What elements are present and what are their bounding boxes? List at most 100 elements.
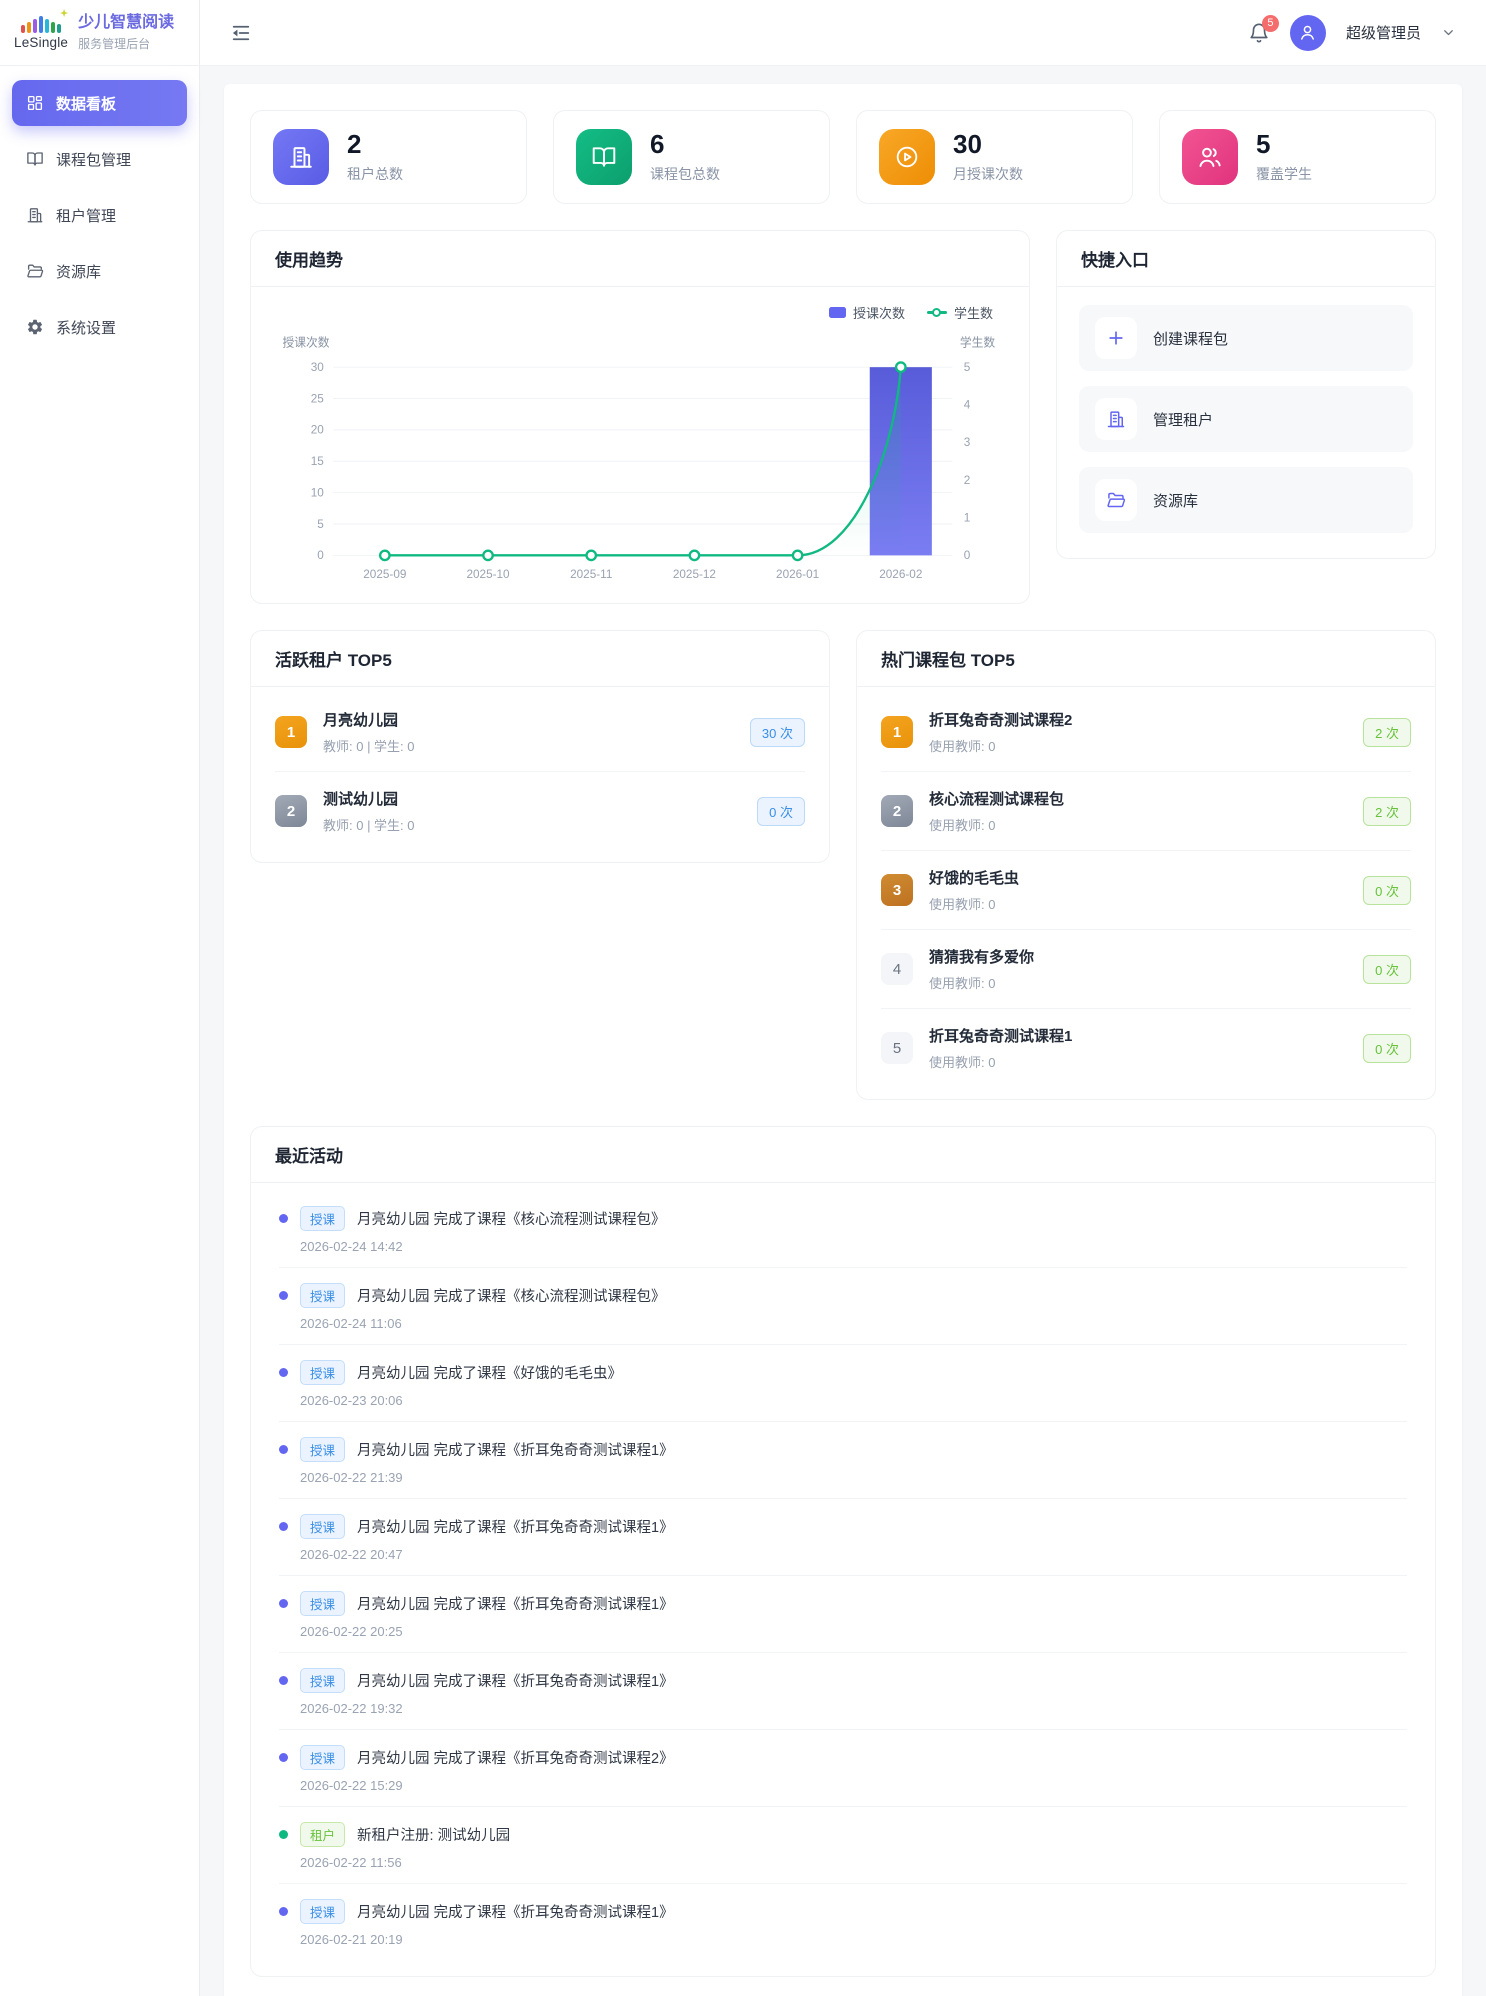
svg-text:4: 4 (964, 399, 971, 412)
activity-row: 授课 月亮幼儿园 完成了课程《好饿的毛毛虫》 2026-02-23 20:06 (279, 1345, 1407, 1422)
stat-card-course-packages: 6 课程包总数 (553, 110, 830, 204)
quick-link-label: 资源库 (1153, 492, 1199, 510)
svg-text:5: 5 (964, 361, 971, 374)
activity-text: 月亮幼儿园 完成了课程《好饿的毛毛虫》 (357, 1366, 623, 1382)
stat-label: 租户总数 (347, 165, 403, 182)
activity-time: 2026-02-24 14:42 (300, 1239, 403, 1254)
tenant-rank-row: 1 月亮幼儿园 教师: 0 | 学生: 0 30 次 (275, 693, 805, 772)
chart-legend: 授课次数 学生数 (273, 303, 1007, 322)
gear-icon (27, 319, 43, 335)
sidebar-item-tenants[interactable]: 租户管理 (12, 192, 187, 238)
sidebar-item-settings[interactable]: 系统设置 (12, 304, 187, 350)
package-rank-row: 5 折耳兔奇奇测试课程1 使用教师: 0 0 次 (881, 1009, 1411, 1087)
use-count-badge: 0 次 (1363, 954, 1411, 984)
user-name[interactable]: 超级管理员 (1345, 25, 1421, 42)
sidebar-menu: 数据看板 课程包管理 租户管理 资源库 系统设置 (0, 66, 199, 374)
activity-dot (279, 1599, 288, 1608)
activity-dot (279, 1214, 288, 1223)
folder-open-icon (1095, 479, 1137, 521)
brand-subtitle: 服务管理后台 (78, 37, 151, 51)
rank-badge: 1 (881, 716, 913, 748)
package-meta: 使用教师: 0 (929, 818, 996, 833)
activity-type-badge: 授课 (300, 1899, 346, 1924)
use-count-badge: 0 次 (1363, 1033, 1411, 1063)
activity-row: 授课 月亮幼儿园 完成了课程《折耳兔奇奇测试课程1》 2026-02-22 21… (279, 1422, 1407, 1499)
lesson-count-badge: 0 次 (757, 796, 805, 826)
svg-text:学生数: 学生数 (960, 335, 995, 349)
activity-row-tenant: 租户 新租户注册: 测试幼儿园 2026-02-22 11:56 (279, 1807, 1407, 1884)
svg-text:2025-12: 2025-12 (673, 568, 716, 581)
hot-packages-title: 热门课程包 TOP5 (857, 631, 1435, 687)
usage-trend-card: 使用趋势 授课次数 学生数 0 5 10 15 20 25 3 (250, 230, 1030, 604)
hot-packages-card: 热门课程包 TOP5 1 折耳兔奇奇测试课程2 使用教师: 0 2 次 2 (856, 630, 1436, 1100)
package-meta: 使用教师: 0 (929, 1055, 996, 1070)
quick-link-manage-tenants[interactable]: 管理租户 (1079, 386, 1413, 452)
activity-time: 2026-02-21 20:19 (300, 1932, 403, 1947)
sidebar-item-label: 系统设置 (56, 319, 117, 337)
svg-text:授课次数: 授课次数 (282, 335, 329, 349)
activity-row: 授课 月亮幼儿园 完成了课程《折耳兔奇奇测试课程1》 2026-02-22 19… (279, 1653, 1407, 1730)
brand-title: 少儿智慧阅读 (78, 14, 175, 31)
stat-label: 课程包总数 (650, 165, 720, 182)
collapse-sidebar-icon[interactable] (230, 22, 252, 44)
avatar[interactable] (1289, 14, 1326, 51)
activity-text: 月亮幼儿园 完成了课程《折耳兔奇奇测试课程1》 (357, 1905, 674, 1921)
open-book-icon (27, 152, 43, 166)
activity-type-badge: 授课 (300, 1360, 346, 1385)
activity-text: 月亮幼儿园 完成了课程《核心流程测试课程包》 (357, 1289, 666, 1305)
activity-time: 2026-02-22 20:25 (300, 1624, 403, 1639)
use-count-badge: 2 次 (1363, 796, 1411, 826)
tenant-rank-row: 2 测试幼儿园 教师: 0 | 学生: 0 0 次 (275, 772, 805, 850)
quick-link-create-package[interactable]: 创建课程包 (1079, 305, 1413, 371)
activity-row: 授课 月亮幼儿园 完成了课程《核心流程测试课程包》 2026-02-24 11:… (279, 1268, 1407, 1345)
notifications-button[interactable]: 5 (1248, 14, 1279, 44)
sidebar-item-resources[interactable]: 资源库 (12, 248, 187, 294)
svg-text:5: 5 (317, 518, 324, 531)
chevron-down-icon[interactable] (1441, 25, 1456, 40)
package-meta: 使用教师: 0 (929, 897, 996, 912)
lesson-count-badge: 30 次 (749, 717, 805, 747)
activity-text: 月亮幼儿园 完成了课程《折耳兔奇奇测试课程2》 (357, 1751, 674, 1767)
activity-row: 授课 月亮幼儿园 完成了课程《折耳兔奇奇测试课程1》 2026-02-21 20… (279, 1884, 1407, 1960)
use-count-badge: 0 次 (1363, 875, 1411, 905)
stat-card-tenants: 2 租户总数 (250, 110, 527, 204)
quick-entry-title: 快捷入口 (1057, 231, 1435, 287)
usage-trend-title: 使用趋势 (251, 231, 1029, 287)
sidebar-item-label: 租户管理 (56, 207, 117, 225)
users-icon (1182, 129, 1238, 185)
legend-item-students[interactable]: 学生数 (926, 303, 993, 322)
svg-text:3: 3 (964, 436, 971, 449)
svg-text:0: 0 (964, 549, 971, 562)
sidebar-item-course-packages[interactable]: 课程包管理 (12, 136, 187, 182)
quick-link-resources[interactable]: 资源库 (1079, 467, 1413, 533)
activity-dot (279, 1445, 288, 1454)
sparkle-icon (60, 9, 69, 17)
play-circle-icon (879, 129, 935, 185)
legend-item-lessons[interactable]: 授课次数 (828, 303, 905, 322)
folder-open-icon (27, 264, 44, 278)
svg-text:2: 2 (964, 474, 971, 487)
person-icon (1301, 25, 1315, 40)
open-book-icon (576, 129, 632, 185)
activity-row: 授课 月亮幼儿园 完成了课程《折耳兔奇奇测试课程2》 2026-02-22 15… (279, 1730, 1407, 1807)
sidebar-item-dashboard[interactable]: 数据看板 (12, 80, 187, 126)
svg-text:25: 25 (311, 392, 325, 405)
notification-badge: 5 (1261, 14, 1279, 32)
rank-badge: 5 (881, 1032, 913, 1064)
logo-bars-icon (21, 9, 69, 33)
activity-type-badge: 授课 (300, 1437, 346, 1462)
activity-type-badge: 授课 (300, 1514, 346, 1539)
tenant-name: 测试幼儿园 (323, 791, 399, 808)
activity-dot (279, 1522, 288, 1531)
active-tenants-card: 活跃租户 TOP5 1 月亮幼儿园 教师: 0 | 学生: 0 30 次 2 (250, 630, 830, 863)
legend-line-swatch (926, 307, 947, 318)
rank-badge: 4 (881, 953, 913, 985)
stat-value: 5 (1256, 129, 1271, 160)
activity-time: 2026-02-23 20:06 (300, 1393, 403, 1408)
activity-text: 月亮幼儿园 完成了课程《折耳兔奇奇测试课程1》 (357, 1443, 674, 1459)
dashboard-grid-icon (27, 95, 43, 111)
package-name: 核心流程测试课程包 (929, 791, 1065, 808)
svg-text:30: 30 (311, 361, 325, 374)
activity-row: 授课 月亮幼儿园 完成了课程《核心流程测试课程包》 2026-02-24 14:… (279, 1191, 1407, 1268)
brand-logo: LeSingle (14, 9, 69, 50)
